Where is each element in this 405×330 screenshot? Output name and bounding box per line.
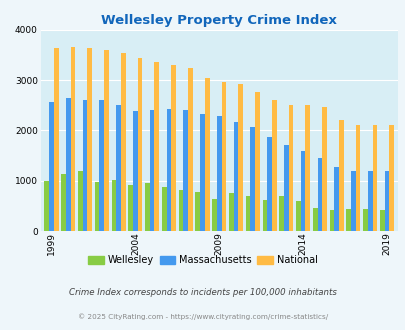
Bar	[245, 196, 250, 231]
Bar	[61, 174, 66, 231]
Bar	[166, 109, 171, 231]
Bar	[350, 171, 355, 231]
Bar	[66, 98, 70, 231]
Bar	[145, 183, 149, 231]
Legend: Wellesley, Massachusetts, National: Wellesley, Massachusetts, National	[86, 253, 319, 267]
Bar	[384, 171, 388, 231]
Bar	[204, 78, 209, 231]
Bar	[178, 190, 183, 231]
Bar	[128, 185, 133, 231]
Bar	[305, 105, 309, 231]
Bar	[372, 125, 376, 231]
Bar	[99, 100, 104, 231]
Bar	[262, 200, 266, 231]
Bar	[288, 105, 293, 231]
Bar	[149, 110, 154, 231]
Bar	[238, 84, 243, 231]
Bar	[78, 171, 83, 231]
Text: Crime Index corresponds to incidents per 100,000 inhabitants: Crime Index corresponds to incidents per…	[69, 287, 336, 297]
Bar	[121, 53, 125, 231]
Bar	[322, 107, 326, 231]
Bar	[338, 120, 343, 231]
Bar	[70, 47, 75, 231]
Text: © 2025 CityRating.com - https://www.cityrating.com/crime-statistics/: © 2025 CityRating.com - https://www.city…	[78, 314, 327, 320]
Bar	[388, 125, 393, 231]
Title: Wellesley Property Crime Index: Wellesley Property Crime Index	[101, 14, 336, 27]
Bar	[188, 68, 192, 231]
Bar	[329, 210, 333, 231]
Bar	[195, 192, 200, 231]
Bar	[266, 137, 271, 231]
Bar	[216, 116, 221, 231]
Bar	[94, 182, 99, 231]
Bar	[133, 111, 137, 231]
Bar	[271, 100, 276, 231]
Bar	[137, 58, 142, 231]
Bar	[83, 100, 87, 231]
Bar	[379, 210, 384, 231]
Bar	[317, 157, 322, 231]
Bar	[111, 180, 116, 231]
Bar	[250, 127, 254, 231]
Bar	[367, 171, 372, 231]
Bar	[116, 105, 121, 231]
Bar	[87, 48, 92, 231]
Bar	[54, 48, 58, 231]
Bar	[221, 82, 226, 231]
Bar	[200, 114, 204, 231]
Bar	[154, 62, 159, 231]
Bar	[333, 167, 338, 231]
Bar	[104, 50, 109, 231]
Bar	[300, 151, 305, 231]
Bar	[233, 122, 238, 231]
Bar	[171, 65, 175, 231]
Bar	[345, 209, 350, 231]
Bar	[49, 102, 54, 231]
Bar	[212, 199, 216, 231]
Bar	[312, 208, 317, 231]
Bar	[254, 92, 259, 231]
Bar	[45, 181, 49, 231]
Bar	[355, 125, 360, 231]
Bar	[183, 110, 188, 231]
Bar	[228, 193, 233, 231]
Bar	[295, 201, 300, 231]
Bar	[279, 196, 283, 231]
Bar	[362, 209, 367, 231]
Bar	[162, 187, 166, 231]
Bar	[283, 146, 288, 231]
